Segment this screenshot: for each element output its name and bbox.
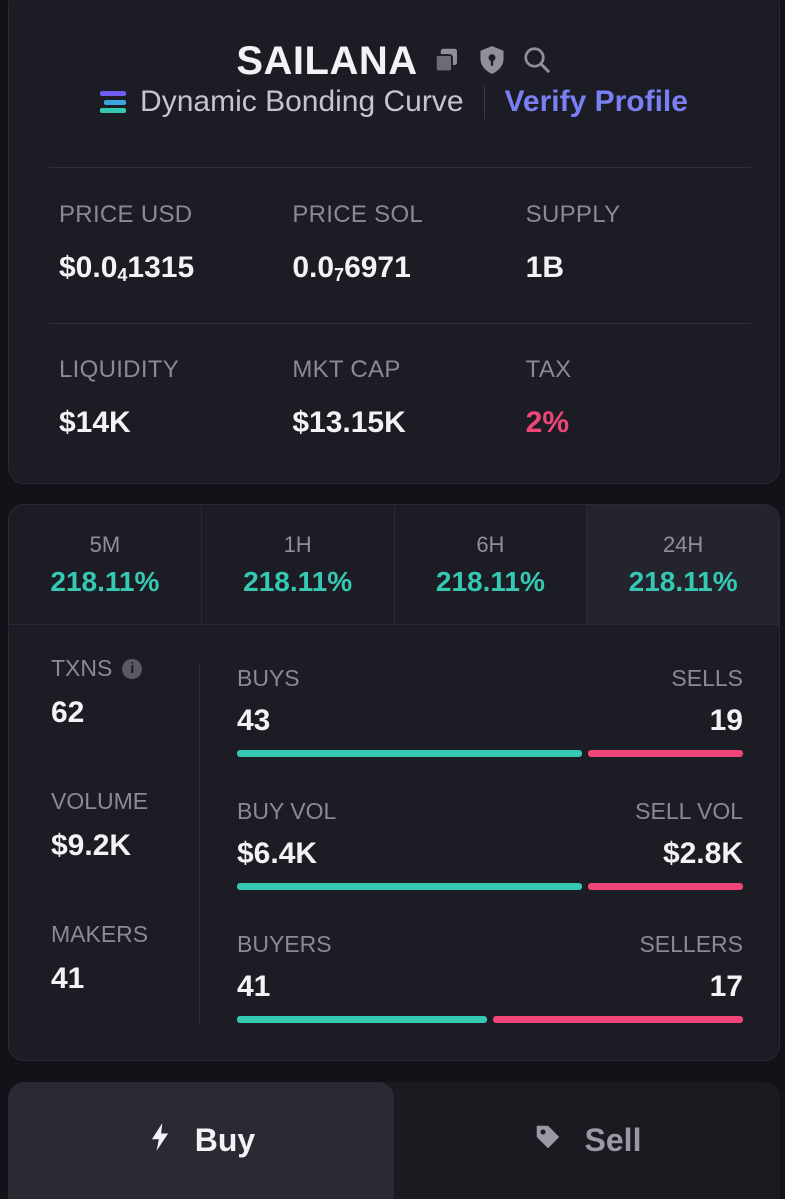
sell-bar-fill — [493, 1016, 743, 1023]
title-actions — [432, 43, 552, 80]
tab-24h[interactable]: 24H 218.11% — [587, 505, 779, 624]
buy-button[interactable]: Buy — [8, 1082, 394, 1199]
sell-button[interactable]: Sell — [394, 1082, 780, 1199]
divider — [49, 167, 751, 168]
divider — [483, 85, 485, 119]
buyers-value: 41 — [237, 970, 271, 1003]
bolt-icon — [147, 1122, 173, 1160]
tag-icon — [533, 1122, 563, 1160]
sell-vol-label: SELL VOL — [635, 798, 743, 824]
ratios-column: BUYS SELLS 43 19 BUY VOL SELL VOL $6.4K $2.8… — [237, 665, 743, 1060]
buys-value: 43 — [237, 704, 271, 737]
timeframe-label: 5M — [89, 531, 121, 557]
stat-tax: TAX 2% — [526, 356, 759, 440]
token-name: SAILANA — [236, 39, 418, 83]
timeframe-label: 1H — [283, 531, 312, 557]
search-icon[interactable] — [522, 45, 552, 80]
metric-label: VOLUME — [51, 788, 149, 814]
buyers-label: BUYERS — [237, 931, 332, 957]
sell-bar-fill — [588, 750, 743, 757]
divider — [49, 323, 751, 324]
info-icon[interactable]: i — [122, 658, 143, 679]
stat-label: LIQUIDITY — [59, 356, 180, 383]
timeframe-label: 6H — [476, 531, 505, 557]
stat-value: $14K — [59, 406, 131, 439]
sell-bar-fill — [588, 883, 743, 890]
ratio-makers: BUYERS SELLERS 41 17 — [237, 931, 743, 1060]
ratio-bar — [237, 1016, 743, 1023]
sells-label: SELLS — [671, 665, 743, 691]
ratio-txns: BUYS SELLS 43 19 — [237, 665, 743, 798]
metric-txns: TXNS i 62 — [51, 655, 201, 788]
copy-icon[interactable] — [432, 45, 462, 80]
stat-supply: SUPPLY 1B — [526, 201, 759, 286]
stat-value: $0.041315 — [59, 251, 195, 285]
stat-label: PRICE SOL — [292, 201, 424, 228]
sellers-label: SELLERS — [639, 931, 743, 957]
activity-card: 5M 218.11% 1H 218.11% 6H 218.11% 24H 218… — [8, 504, 780, 1061]
buy-bar-fill — [237, 750, 582, 757]
metric-label: TXNS i — [51, 655, 201, 682]
stat-label: TAX — [525, 356, 572, 383]
timeframe-change: 218.11% — [628, 565, 738, 597]
stat-mkt-cap: MKT CAP $13.15K — [292, 356, 525, 440]
ratio-bar — [237, 750, 743, 757]
timeframe-tabs: 5M 218.11% 1H 218.11% 6H 218.11% 24H 218… — [9, 505, 779, 625]
sell-label: Sell — [584, 1122, 642, 1158]
metric-value: $9.2K — [51, 829, 132, 862]
buy-label: Buy — [194, 1122, 256, 1158]
timeframe-change: 218.11% — [243, 565, 353, 597]
timeframe-change: 218.11% — [50, 565, 160, 597]
market-stats-row: LIQUIDITY $14K MKT CAP $13.15K TAX 2% — [59, 356, 759, 440]
divider — [199, 663, 200, 1025]
stat-value: $13.15K — [292, 406, 406, 439]
metric-volume: VOLUME $9.2K — [51, 788, 201, 921]
timeframe-label: 24H — [662, 531, 704, 557]
buy-vol-value: $6.4K — [237, 837, 318, 870]
metrics-column: TXNS i 62 VOLUME $9.2K MAKERS 41 — [51, 655, 201, 1054]
stat-label: SUPPLY — [525, 201, 621, 228]
title-row: SAILANA — [9, 39, 779, 84]
stat-value: 0.076971 — [292, 251, 411, 285]
metric-makers: MAKERS 41 — [51, 921, 201, 1054]
sellers-value: 17 — [709, 970, 743, 1003]
stat-label: MKT CAP — [292, 356, 401, 383]
stat-value: 2% — [525, 406, 570, 439]
stat-price-sol: PRICE SOL 0.076971 — [292, 201, 525, 286]
sells-value: 19 — [709, 704, 743, 737]
buy-vol-label: BUY VOL — [237, 798, 337, 824]
shield-icon[interactable] — [478, 45, 506, 80]
curve-icon — [100, 91, 127, 113]
buy-bar-fill — [237, 883, 582, 890]
curve-label: Dynamic Bonding Curve — [140, 85, 464, 118]
metric-value: 41 — [51, 962, 85, 995]
metric-label: MAKERS — [51, 921, 149, 947]
price-stats-row: PRICE USD $0.041315 PRICE SOL 0.076971 S… — [59, 201, 759, 286]
tab-6h[interactable]: 6H 218.11% — [395, 505, 588, 624]
buy-bar-fill — [237, 1016, 487, 1023]
sell-vol-value: $2.8K — [662, 837, 743, 870]
stat-price-usd: PRICE USD $0.041315 — [59, 201, 292, 286]
tab-5m[interactable]: 5M 218.11% — [9, 505, 202, 624]
stat-liquidity: LIQUIDITY $14K — [59, 356, 292, 440]
metric-value: 62 — [51, 696, 85, 729]
ratio-volume: BUY VOL SELL VOL $6.4K $2.8K — [237, 798, 743, 931]
stat-label: PRICE USD — [59, 201, 193, 228]
verify-profile-link[interactable]: Verify Profile — [504, 85, 688, 118]
curve-row: Dynamic Bonding Curve Verify Profile — [9, 85, 779, 119]
token-info-card: SAILANA Dynamic Bonding Curve — [8, 0, 780, 484]
ratio-bar — [237, 883, 743, 890]
timeframe-change: 218.11% — [435, 565, 545, 597]
tab-1h[interactable]: 1H 218.11% — [202, 505, 395, 624]
stat-value: 1B — [525, 251, 565, 284]
buys-label: BUYS — [237, 665, 300, 691]
trade-tabs: Buy Sell — [8, 1082, 780, 1199]
